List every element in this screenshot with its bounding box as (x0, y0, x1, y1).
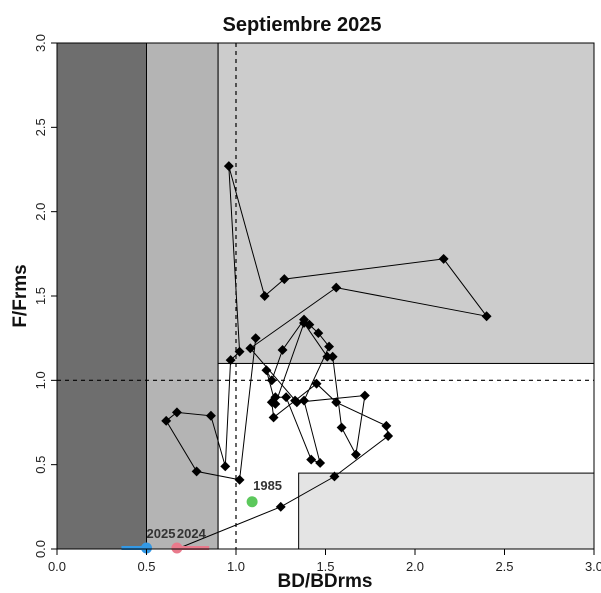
series-line (165, 165, 488, 550)
data-point (327, 351, 338, 362)
y-tick-label: 0.0 (33, 540, 48, 558)
x-tick-label: 1.0 (227, 559, 245, 574)
point-2025 (141, 542, 152, 554)
data-point (205, 410, 216, 421)
x-tick-label: 2.0 (406, 559, 424, 574)
data-point (161, 415, 172, 426)
data-point (306, 454, 317, 465)
data-point (245, 343, 256, 354)
data-point (311, 378, 322, 389)
x-tick-label: 0.0 (48, 559, 66, 574)
data-point (322, 351, 333, 362)
data-point (171, 407, 182, 418)
data-point (234, 346, 245, 357)
y-tick-label: 3.0 (33, 34, 48, 52)
data-point (336, 422, 347, 433)
data-point (270, 398, 281, 409)
data-point (268, 412, 279, 423)
x-tick-label: 3.0 (585, 559, 601, 574)
point-1985 (246, 496, 258, 508)
label-2024: 2024 (177, 526, 207, 541)
x-tick-label: 0.5 (137, 559, 155, 574)
zone-4 (298, 472, 595, 550)
data-point (324, 341, 335, 352)
zone-backgrounds (56, 42, 595, 550)
data-point (331, 397, 342, 408)
zone-0 (56, 42, 147, 550)
zone-2 (217, 42, 595, 364)
data-point (481, 311, 492, 322)
data-point (191, 466, 202, 477)
y-axis-ticks: 0.0 0.5 1.0 1.5 2.0 2.5 3.0 (33, 34, 57, 558)
y-tick-label: 1.5 (33, 287, 48, 305)
data-point (313, 328, 324, 339)
y-tick-label: 0.5 (33, 456, 48, 474)
y-tick-label: 2.5 (33, 118, 48, 136)
data-point (223, 161, 234, 172)
data-point (299, 318, 309, 328)
data-point (331, 282, 342, 293)
data-point (291, 397, 302, 408)
data-point (279, 274, 290, 285)
x-axis-label: BD/BDrms (277, 571, 372, 592)
data-point (329, 471, 340, 482)
data-point (350, 449, 361, 460)
data-point (281, 392, 292, 403)
data-point (234, 474, 245, 485)
data-point (250, 333, 261, 344)
x-tick-label: 2.5 (495, 559, 513, 574)
data-point (383, 431, 394, 441)
data-point (259, 291, 270, 301)
data-point (225, 355, 236, 366)
data-point (277, 345, 288, 355)
data-series (161, 161, 492, 550)
data-point (359, 390, 370, 401)
y-tick-label: 1.0 (33, 371, 48, 389)
data-point (315, 458, 326, 468)
data-point (299, 395, 309, 406)
x-axis-ticks: 0.0 0.5 1.0 1.5 2.0 2.5 3.0 (48, 549, 601, 574)
data-point (266, 375, 277, 386)
data-point (261, 365, 272, 376)
x-tick-label: 1.5 (316, 559, 334, 574)
reference-lines (57, 43, 594, 549)
chart-title: Septiembre 2025 (223, 14, 382, 36)
zone-1 (146, 42, 219, 550)
point-2024 (171, 542, 183, 554)
y-tick-label: 2.0 (33, 203, 48, 221)
label-2025: 2025 (147, 526, 176, 541)
y-axis-label: F/Frms (10, 264, 31, 327)
label-1985: 1985 (253, 478, 282, 493)
data-point (220, 461, 231, 472)
data-point (275, 501, 286, 512)
data-point (438, 253, 449, 264)
data-point (381, 420, 392, 431)
data-point (270, 392, 281, 403)
recent-points: 1985 2025 2024 (121, 478, 282, 554)
